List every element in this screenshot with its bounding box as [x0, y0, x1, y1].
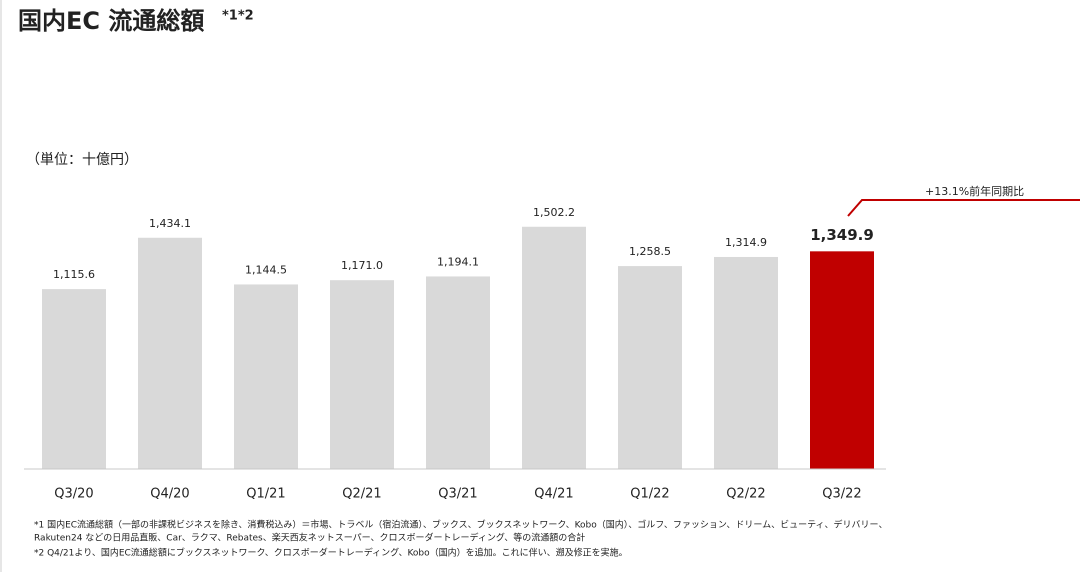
- title-superscript: *1*2: [222, 9, 254, 24]
- value-label: 1,171.0: [341, 259, 383, 272]
- bar: [618, 266, 682, 469]
- x-tick-label: Q4/20: [150, 487, 189, 502]
- x-tick-label: Q4/21: [534, 487, 573, 502]
- value-label: 1,349.9: [810, 226, 874, 244]
- value-label: 1,115.6: [53, 268, 95, 281]
- x-tick-label: Q2/21: [342, 487, 381, 502]
- value-label: 1,194.1: [437, 255, 479, 268]
- x-tick-label: Q1/22: [630, 487, 669, 502]
- value-label: 1,502.2: [533, 206, 575, 219]
- bar: [426, 276, 490, 469]
- chart-title: 国内EC 流通総額: [18, 7, 204, 35]
- x-tick-label: Q1/21: [246, 487, 285, 502]
- x-tick-label: Q3/22: [822, 487, 861, 502]
- bar: [330, 280, 394, 469]
- annotation: +13.1%前年同期比: [925, 184, 1024, 198]
- value-label: 1,314.9: [725, 236, 767, 249]
- x-tick-label: Q3/20: [54, 487, 93, 502]
- x-tick-label: Q2/22: [726, 487, 765, 502]
- annotation-line: [847, 199, 1080, 217]
- unit-label: （単位：十億円）: [26, 152, 138, 168]
- footnote: *2 Q4/21より、国内EC流通総額にブックスネットワーク、クロスボーダートレ…: [34, 547, 628, 559]
- bar: [522, 226, 586, 469]
- value-label: 1,144.5: [245, 263, 287, 276]
- bar: [138, 237, 202, 469]
- value-label: 1,434.1: [149, 217, 191, 230]
- bar: [234, 284, 298, 469]
- value-label: 1,258.5: [629, 245, 671, 258]
- bar: [810, 251, 874, 469]
- footnote: Rakuten24 などの日用品直販、Car、ラクマ、Rebates、楽天西友ネ…: [34, 532, 585, 544]
- bar: [42, 289, 106, 469]
- footnote: *1 国内EC流通総額（一部の非課税ビジネスを除き、消費税込み）＝市場、トラベル…: [34, 519, 887, 531]
- bar: [714, 256, 778, 469]
- x-tick-label: Q3/21: [438, 487, 477, 502]
